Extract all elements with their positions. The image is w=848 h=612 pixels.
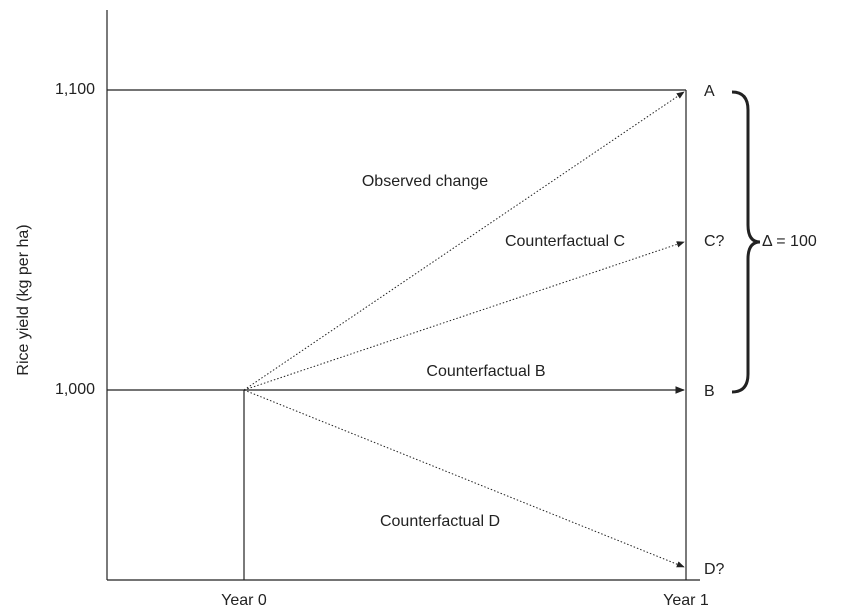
path-label: Counterfactual D	[380, 513, 500, 530]
point-label: C?	[704, 233, 725, 250]
brace	[731, 90, 761, 394]
arrow-a	[243, 91, 685, 391]
arrow-c	[243, 241, 685, 391]
y-tick-label: 1,100	[55, 81, 95, 98]
path-label: Counterfactual B	[426, 363, 545, 380]
x-tick-label: Year 0	[221, 592, 267, 609]
y-axis-label: Rice yield (kg per ha)	[15, 224, 32, 375]
path-label: Observed change	[362, 173, 488, 190]
path-label: Counterfactual C	[505, 233, 625, 250]
x-tick-label: Year 1	[663, 592, 709, 609]
point-label: A	[704, 83, 715, 100]
point-label: D?	[704, 561, 725, 578]
y-tick-label: 1,000	[55, 381, 95, 398]
brace-label: Δ = 100	[762, 233, 817, 250]
point-label: B	[704, 383, 715, 400]
arrow-d	[243, 389, 685, 568]
axes	[106, 10, 761, 581]
